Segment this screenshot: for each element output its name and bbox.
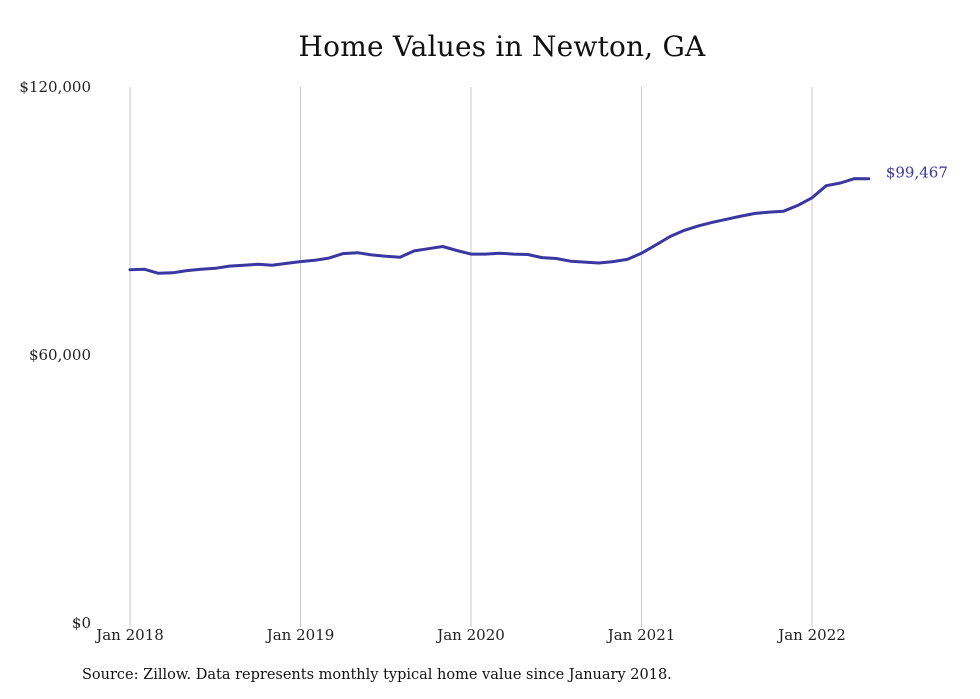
- chart-title: Home Values in Newton, GA: [298, 30, 706, 63]
- x-tick-label: Jan 2018: [94, 626, 164, 644]
- x-tick-label: Jan 2019: [265, 626, 335, 644]
- y-tick-label: $120,000: [19, 78, 91, 96]
- source-note: Source: Zillow. Data represents monthly …: [82, 667, 672, 683]
- y-axis-ticks: $0 $60,000 $120,000: [19, 78, 91, 632]
- gridlines: [129, 87, 813, 627]
- labels-layer: $99,467: [886, 164, 948, 182]
- y-tick-label: $0: [72, 614, 91, 632]
- y-tick-label: $60,000: [29, 346, 91, 364]
- x-tick-label: Jan 2021: [606, 626, 676, 644]
- x-axis-ticks: Jan 2018 Jan 2019 Jan 2020 Jan 2021 Jan 2022: [94, 626, 846, 644]
- series-line-0: [128, 177, 871, 275]
- series-layer: [128, 177, 871, 275]
- end-value-label: $99,467: [886, 164, 948, 182]
- x-tick-label: Jan 2020: [435, 626, 505, 644]
- x-tick-label: Jan 2022: [776, 626, 846, 644]
